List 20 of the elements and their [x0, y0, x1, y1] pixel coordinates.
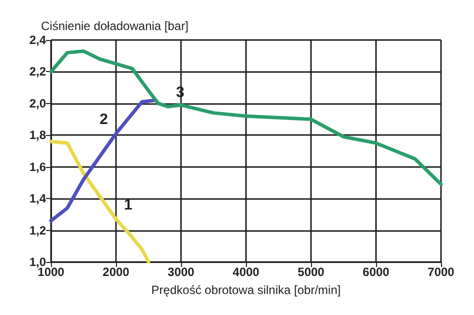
y-tick-label: 1,2	[29, 223, 46, 238]
y-tick-label: 1,8	[29, 128, 46, 142]
y-tick-label: 2,4	[29, 33, 46, 47]
y-tick-label: 2,0	[29, 96, 46, 110]
x-tick-label: 5000	[298, 265, 325, 279]
y-tick-label: 2,2	[29, 64, 46, 79]
line-series	[49, 49, 443, 186]
x-axis-title: Prędkość obrotowa silnika [obr/min]	[151, 283, 341, 297]
y-tick-label: 1,4	[29, 192, 46, 206]
line-series	[49, 140, 150, 264]
x-tick-label: 6000	[362, 265, 390, 279]
y-tick-label: 1,6	[29, 160, 46, 174]
series-label: 1	[124, 196, 132, 214]
x-tick-label: 7000	[428, 265, 455, 279]
x-tick-label: 3000	[168, 265, 195, 279]
series-label: 2	[100, 111, 108, 128]
line-series	[49, 98, 157, 223]
x-tick-label: 4000	[232, 265, 260, 279]
y-axis-title: Ciśnienie doładowania [bar]	[41, 19, 188, 33]
x-tick-label: 2000	[102, 265, 130, 279]
